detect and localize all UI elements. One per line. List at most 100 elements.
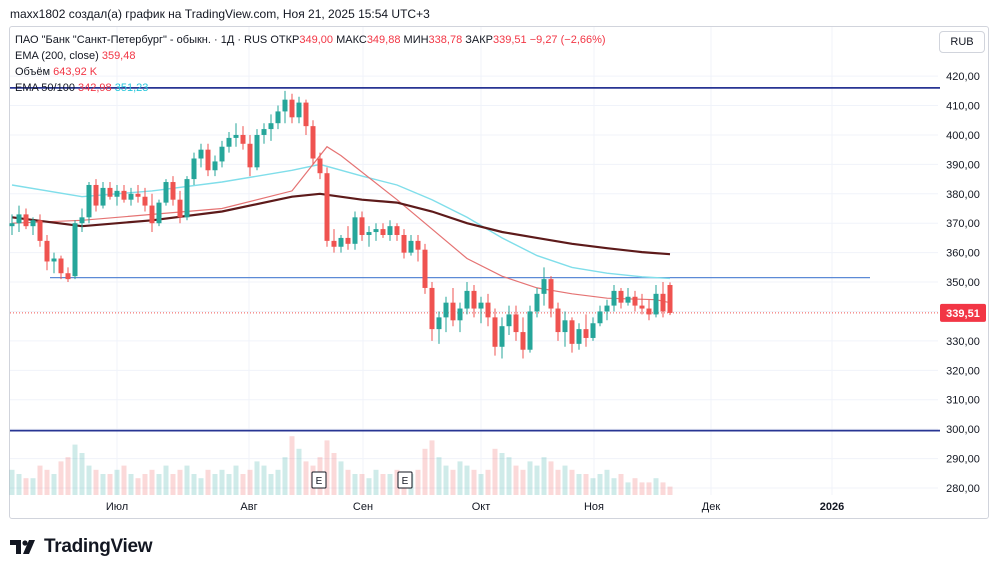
candle-body <box>338 237 344 247</box>
volume-bar <box>289 436 295 495</box>
candle-body <box>562 320 568 333</box>
volume-bar <box>366 478 372 495</box>
volume-bar <box>156 474 162 495</box>
chart-legend: ПАО "Банк "Санкт-Петербург" - обыкн. · 1… <box>15 32 606 96</box>
candle-body <box>492 317 498 347</box>
volume-bars <box>9 436 673 495</box>
candle-body <box>611 290 617 306</box>
chart-grid <box>10 27 938 495</box>
volume-bar <box>51 474 57 495</box>
volume-value: 643,92 K <box>53 66 98 78</box>
high-value: 349,88 <box>366 34 401 46</box>
brand-name: TradingView <box>44 536 153 557</box>
legend-ema200-row[interactable]: EMA (200, close) 359,48 <box>15 48 606 64</box>
price-badge <box>940 303 986 322</box>
volume-bar <box>268 474 274 495</box>
volume-bar <box>527 461 533 495</box>
candle-body <box>303 102 309 127</box>
volume-bar <box>450 469 456 495</box>
ema100-line <box>11 163 671 280</box>
candle-body <box>282 99 288 112</box>
volume-bar <box>359 474 365 495</box>
candle-body <box>163 182 169 203</box>
volume-bar <box>653 478 659 495</box>
volume-bar <box>660 482 666 495</box>
tradingview-logo-icon <box>10 540 35 554</box>
volume-bar <box>499 453 505 495</box>
price-tick-label: 320,00 <box>946 365 980 377</box>
volume-bar <box>492 448 498 495</box>
tradingview-logo[interactable]: TradingView <box>10 536 153 558</box>
candle-body <box>359 217 365 235</box>
candle-body <box>100 187 106 206</box>
candle-body <box>352 217 358 244</box>
candle-body <box>254 134 260 168</box>
candle-body <box>226 137 232 147</box>
candle-body <box>128 193 134 200</box>
volume-bar <box>338 461 344 495</box>
candle-body <box>541 279 547 294</box>
legend-ema50-100-row[interactable]: EMA 50/100 342,98 351,23 <box>15 80 606 96</box>
volume-bar <box>471 469 477 495</box>
candle-body <box>548 279 554 309</box>
candle-body <box>156 202 162 224</box>
candle-body <box>415 240 421 250</box>
time-tick-label: 2026 <box>820 501 844 513</box>
candle-body <box>268 123 274 130</box>
volume-bar <box>632 478 638 495</box>
volume-bar <box>170 474 176 495</box>
candle-body <box>380 229 386 235</box>
candle-body <box>436 317 442 330</box>
volume-bar <box>576 474 582 495</box>
candle-body <box>597 311 603 324</box>
candle-body <box>639 305 645 309</box>
open-label: ОТКР <box>270 34 300 46</box>
candle-body <box>373 229 379 233</box>
candle-body <box>247 143 253 168</box>
volume-bar <box>296 448 302 495</box>
candle-body <box>107 187 113 197</box>
price-tick-label: 290,00 <box>946 454 980 466</box>
candle-body <box>240 134 246 144</box>
volume-bar <box>37 465 43 495</box>
candle-body <box>177 199 183 218</box>
volume-bar <box>261 465 267 495</box>
candle-body <box>345 237 351 244</box>
ema100-value: 351,23 <box>114 82 149 94</box>
candle-body <box>212 161 218 171</box>
volume-bar <box>275 469 281 495</box>
legend-volume-row[interactable]: Объём 643,92 K <box>15 64 606 80</box>
candle-body <box>142 196 148 206</box>
candle-body <box>16 214 22 224</box>
volume-bar <box>352 474 358 495</box>
volume-bar <box>506 457 512 495</box>
volume-bar <box>646 482 652 495</box>
event-marker[interactable]: E <box>311 471 327 489</box>
volume-bar <box>114 469 120 495</box>
candle-body <box>555 308 561 333</box>
candle-body <box>79 217 85 224</box>
volume-bar <box>149 469 155 495</box>
volume-bar <box>219 469 225 495</box>
event-marker[interactable]: E <box>397 471 413 489</box>
volume-bar <box>324 440 330 495</box>
candle-body <box>485 302 491 318</box>
price-tick-label: 330,00 <box>946 336 980 348</box>
symbol-name[interactable]: ПАО "Банк "Санкт-Петербург" - обыкн. · 1… <box>15 34 268 46</box>
currency-button[interactable]: RUB <box>939 31 985 53</box>
horizontal-lines <box>10 86 940 432</box>
volume-bar <box>44 469 50 495</box>
volume-bar <box>534 465 540 495</box>
price-tick-label: 300,00 <box>946 424 980 436</box>
candle-body <box>387 226 393 235</box>
volume-bar <box>611 478 617 495</box>
candle-body <box>618 290 624 303</box>
volume-bar <box>457 461 463 495</box>
price-tick-label: 370,00 <box>946 218 980 230</box>
legend-symbol-row: ПАО "Банк "Санкт-Петербург" - обыкн. · 1… <box>15 32 606 48</box>
candle-body <box>646 308 652 315</box>
price-tick-label: 400,00 <box>946 130 980 142</box>
candle-body <box>121 190 127 200</box>
volume-bar <box>562 465 568 495</box>
